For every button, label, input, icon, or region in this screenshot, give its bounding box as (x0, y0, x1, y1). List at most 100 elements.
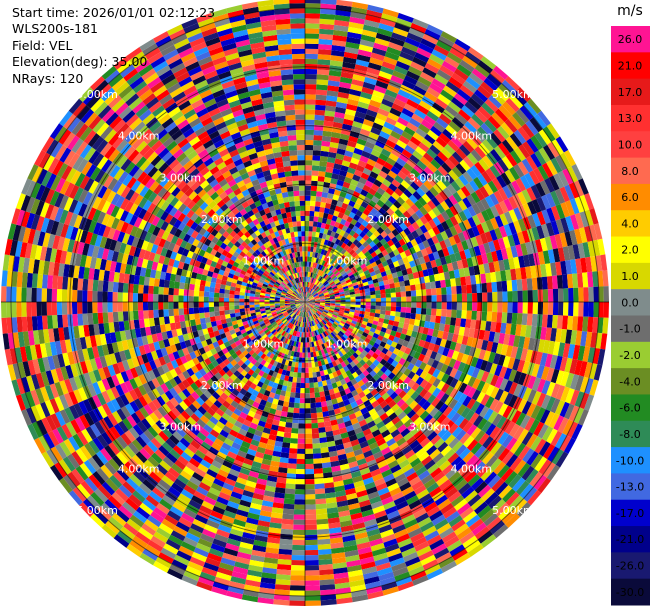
velocity-gate (305, 241, 309, 247)
velocity-gate (353, 287, 360, 292)
velocity-gate (316, 355, 321, 362)
velocity-gate (426, 295, 432, 302)
velocity-gate (265, 337, 272, 344)
velocity-gate (270, 291, 277, 295)
velocity-gate (282, 337, 287, 343)
velocity-gate (341, 272, 348, 278)
velocity-gate (271, 287, 278, 292)
velocity-gate (284, 222, 290, 229)
velocity-gate (290, 298, 296, 301)
velocity-gate (311, 341, 315, 347)
velocity-gate (299, 403, 305, 409)
velocity-gate (307, 292, 310, 298)
velocity-gate (295, 277, 299, 284)
velocity-gate (305, 297, 308, 302)
velocity-gate (327, 270, 333, 276)
velocity-gate (305, 302, 309, 306)
velocity-gate (229, 305, 235, 310)
velocity-gate (308, 321, 311, 327)
velocity-gate (320, 401, 328, 408)
velocity-gate (313, 285, 318, 291)
velocity-gate (326, 218, 332, 225)
velocity-gate (289, 288, 294, 293)
velocity-gate (315, 508, 328, 515)
velocity-gate (321, 265, 326, 272)
velocity-gate (296, 221, 301, 227)
velocity-gate (373, 282, 380, 288)
velocity-gate (198, 296, 204, 302)
velocity-gate (305, 246, 308, 252)
velocity-gate (318, 322, 323, 328)
velocity-gate (284, 343, 289, 350)
velocity-gate (368, 267, 375, 274)
velocity-gate (326, 314, 332, 319)
velocity-gate (322, 364, 327, 371)
velocity-gate (411, 296, 417, 302)
velocity-gate (331, 261, 337, 267)
velocity-gate (308, 311, 312, 317)
velocity-gate (445, 279, 452, 288)
velocity-gate (316, 323, 321, 330)
velocity-gate (334, 306, 340, 310)
velocity-gate (261, 372, 269, 379)
velocity-gate (305, 302, 310, 305)
velocity-gate (339, 367, 346, 375)
velocity-gate (309, 299, 315, 301)
velocity-gate (309, 303, 315, 307)
velocity-gate (305, 302, 308, 307)
velocity-gate (306, 306, 309, 312)
velocity-gate (203, 296, 209, 302)
velocity-gate (415, 307, 422, 315)
velocity-gate (294, 346, 298, 352)
velocity-gate (293, 367, 299, 373)
velocity-gate (132, 293, 138, 302)
velocity-gate (301, 302, 305, 306)
velocity-gate (309, 303, 315, 305)
velocity-gate (248, 277, 255, 282)
velocity-gate (364, 311, 371, 316)
velocity-gate (472, 293, 478, 302)
velocity-gate (305, 298, 309, 302)
velocity-gate (274, 344, 280, 351)
velocity-gate (330, 317, 336, 322)
velocity-gate (281, 290, 287, 294)
velocity-gate (248, 322, 255, 327)
velocity-gate (320, 327, 325, 333)
velocity-gate (305, 337, 308, 343)
velocity-gate (284, 299, 290, 302)
velocity-gate (401, 296, 407, 302)
velocity-gate (330, 344, 336, 351)
velocity-gate (342, 285, 349, 290)
velocity-gate (277, 270, 283, 276)
velocity-gate (341, 318, 347, 323)
velocity-gate (264, 303, 270, 307)
velocity-gate (317, 290, 322, 294)
velocity-gate (305, 383, 310, 389)
velocity-gate (310, 407, 317, 414)
velocity-gate (357, 346, 365, 353)
velocity-gate (289, 150, 298, 156)
velocity-gate (441, 302, 447, 310)
velocity-gate (282, 380, 289, 387)
velocity-gate (300, 393, 305, 399)
velocity-gate (309, 297, 315, 301)
velocity-gate (283, 287, 289, 291)
velocity-gate (333, 269, 339, 275)
velocity-gate (299, 352, 303, 358)
velocity-gate (283, 503, 295, 510)
elevation-label: Elevation(deg): 35.00 (12, 54, 148, 70)
velocity-gate (299, 195, 305, 201)
velocity-gate (282, 325, 288, 331)
velocity-gate (268, 369, 275, 377)
velocity-gate (320, 375, 326, 382)
velocity-gate (410, 290, 417, 297)
velocity-gate (338, 337, 345, 344)
velocity-gate (482, 302, 488, 312)
velocity-gate (362, 317, 369, 323)
velocity-gate (309, 296, 314, 300)
velocity-gate (226, 276, 233, 283)
velocity-gate (97, 312, 104, 324)
velocity-gate (278, 334, 283, 341)
velocity-gate (168, 287, 174, 296)
velocity-gate (497, 302, 503, 313)
